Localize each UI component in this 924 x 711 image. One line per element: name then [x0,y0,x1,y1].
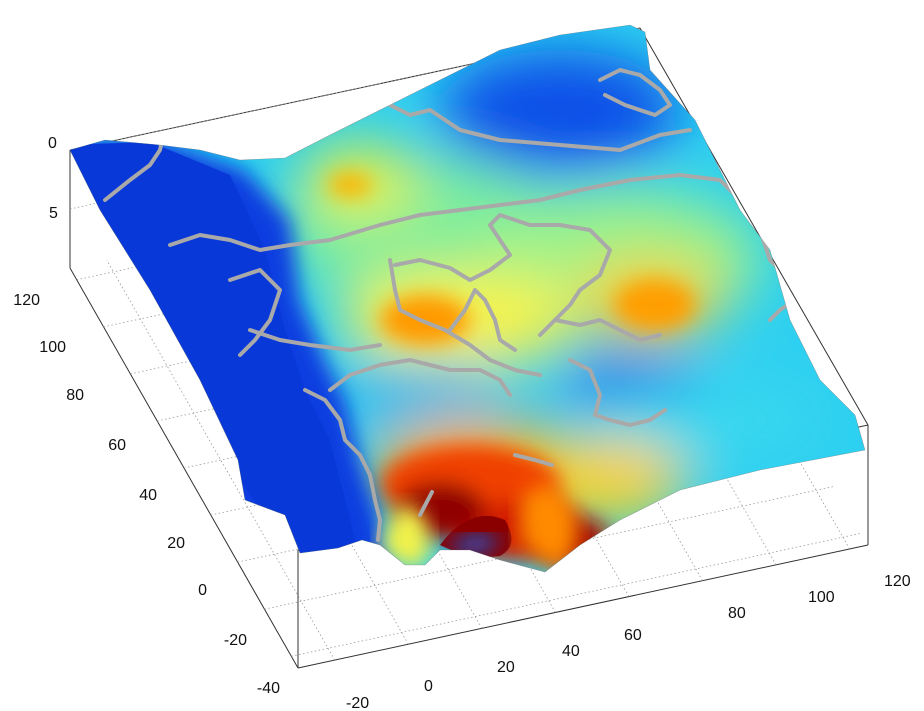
y-tick-label: 80 [66,387,84,404]
border-south-marker [418,490,434,517]
surface-outline [69,24,866,573]
border-northeast [598,68,672,117]
border-north-coast [103,138,164,202]
grid-line-x [621,149,850,550]
grid-line-x [547,165,777,566]
x-tick-label: 20 [497,659,515,676]
y-tick-label: 120 [13,292,40,309]
y-tick-label: 0 [198,582,207,599]
y-tick-label: -40 [257,680,280,697]
border-central-1 [393,213,612,337]
box-edge-bottom [297,544,869,669]
border-west-3 [248,328,382,352]
box-edge-back-right [639,27,869,426]
y-tick-label: 40 [139,487,157,504]
grid-line-x [253,228,483,629]
grid-line-x [179,244,409,645]
y-tick-label: 20 [167,535,185,552]
border-south-coast-2 [568,358,667,427]
y-tick-label: 100 [39,339,66,356]
border-south-stub [513,453,554,467]
x-tick-label: -20 [346,695,369,711]
border-west-2 [228,268,282,357]
grid-line-x [474,181,703,581]
z-tick-label: 0 [48,135,57,152]
x-tick-label: 120 [884,573,911,590]
grid-line-x [106,259,336,661]
x-tick-label: 0 [424,678,433,695]
y-tick-label: -20 [224,632,247,649]
z-tick-label: 5 [49,205,58,222]
y-tick-label: 60 [108,437,126,454]
grid-line-z [69,27,641,151]
y-axis-ticks: 120 100 80 60 40 20 0 -20 -40 [13,292,280,697]
border-southwest [303,388,382,542]
border-central-2 [388,258,542,377]
z-axis-ticks: 0 5 [48,135,58,222]
x-axis-ticks: -20 0 20 40 60 80 100 120 [346,573,911,711]
x-tick-label: 40 [562,643,580,660]
border-west-1 [168,173,722,252]
border-central-3 [448,288,517,352]
x-tick-label: 80 [728,605,746,622]
border-central-4 [553,318,662,342]
x-tick-label: 100 [808,589,835,606]
border-south-coast-1 [328,358,512,397]
x-tick-label: 60 [624,627,642,644]
grid-line-y [264,485,835,610]
grid-line-y [291,532,862,657]
